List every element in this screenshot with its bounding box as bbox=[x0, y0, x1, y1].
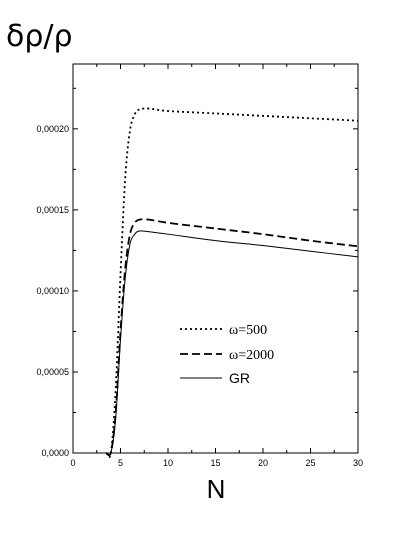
x-tick-label: 20 bbox=[258, 458, 268, 468]
x-tick-label: 5 bbox=[118, 458, 123, 468]
y-tick-label: 0,0000 bbox=[41, 448, 69, 458]
y-tick-label: 0,00005 bbox=[36, 367, 69, 377]
series-layer bbox=[105, 107, 359, 459]
legend-label-2: ω=2000 bbox=[229, 348, 274, 363]
x-tick-label: 0 bbox=[70, 458, 75, 468]
x-tick-label: 30 bbox=[353, 458, 363, 468]
y-tick-label: 0,00015 bbox=[36, 205, 69, 215]
plot-frame bbox=[72, 63, 359, 454]
x-tick-label: 25 bbox=[305, 458, 315, 468]
series-line-1 bbox=[105, 107, 359, 459]
legend-label-3: GR bbox=[229, 370, 250, 386]
x-axis-label: N bbox=[207, 474, 226, 504]
series-line-3 bbox=[106, 230, 359, 456]
y-tick-label: 0,00010 bbox=[36, 286, 69, 296]
x-tick-label: 10 bbox=[163, 458, 173, 468]
x-tick-label: 15 bbox=[210, 458, 220, 468]
legend: ω=500 ω=2000 GR bbox=[180, 323, 274, 386]
legend-label-1: ω=500 bbox=[229, 323, 267, 338]
y-tick-label: 0,00020 bbox=[36, 124, 69, 134]
y-axis-label: δρ/ρ bbox=[6, 19, 73, 54]
axis-ticks: 0 5 10 15 20 25 30 0,0000 0,00005 0,00010 0,00015 0… bbox=[36, 64, 363, 468]
